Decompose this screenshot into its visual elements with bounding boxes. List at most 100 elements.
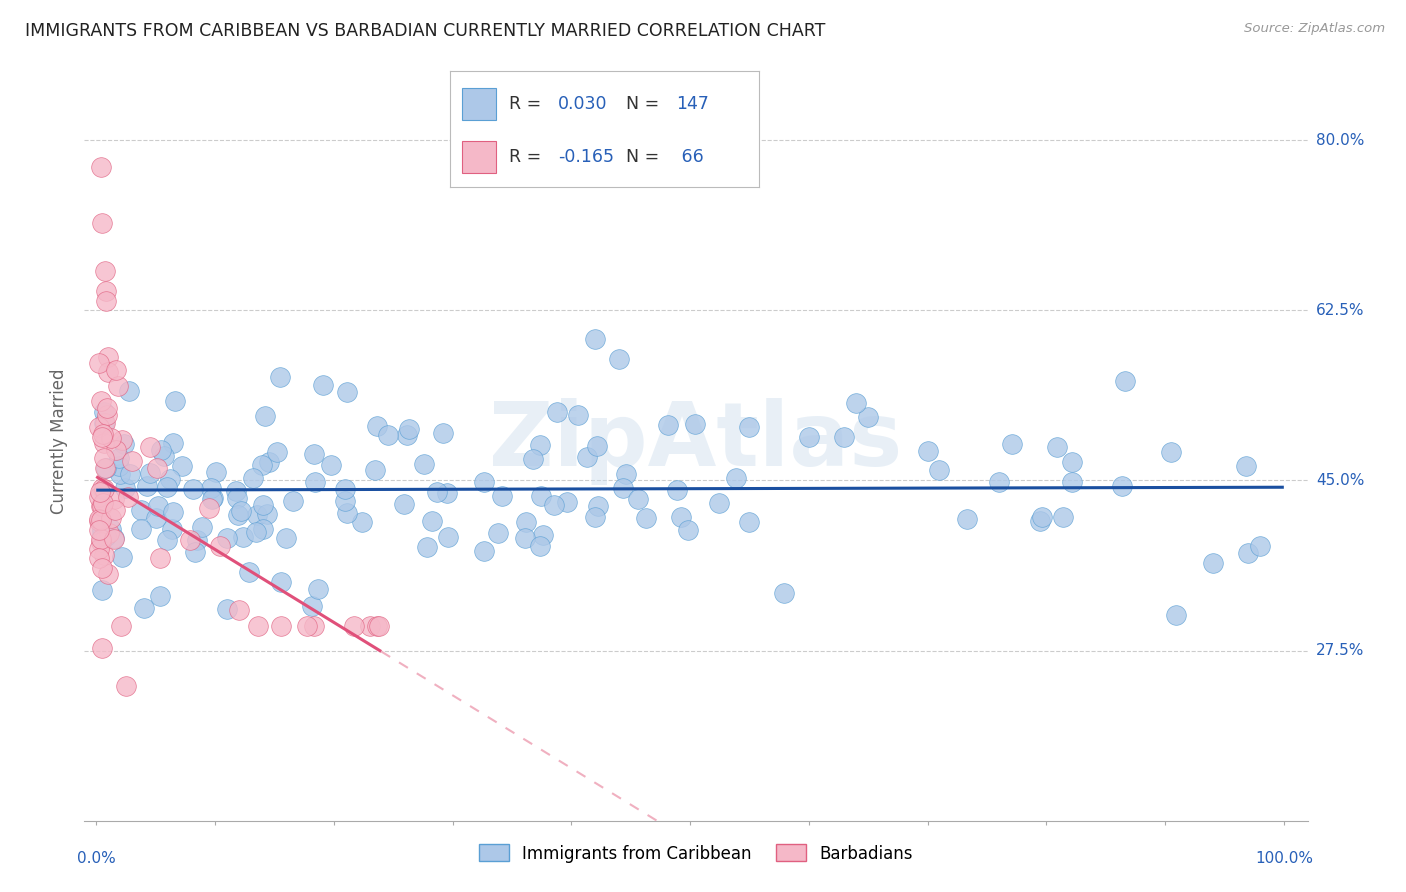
Point <box>845 395 868 409</box>
Text: 80.0%: 80.0% <box>1316 133 1364 148</box>
Point <box>366 619 388 633</box>
Point <box>1236 458 1258 473</box>
Point <box>110 619 132 633</box>
Point <box>246 508 269 523</box>
Text: 66: 66 <box>676 148 703 166</box>
Point <box>201 492 224 507</box>
Point <box>94 293 117 308</box>
Point <box>93 548 115 562</box>
Point <box>1201 556 1223 570</box>
Point <box>87 419 110 434</box>
Point <box>676 523 699 537</box>
Point <box>1114 374 1136 388</box>
Point <box>250 458 273 472</box>
Point <box>94 529 117 543</box>
Point <box>96 408 118 422</box>
Point <box>159 471 181 485</box>
Point <box>773 585 796 599</box>
Point <box>232 530 254 544</box>
Point <box>103 531 125 545</box>
Text: 0.030: 0.030 <box>558 95 607 112</box>
Point <box>1062 475 1084 490</box>
Point <box>200 481 222 495</box>
Text: Source: ZipAtlas.com: Source: ZipAtlas.com <box>1244 22 1385 36</box>
Point <box>738 420 761 434</box>
Point <box>295 619 318 633</box>
Point <box>472 475 495 490</box>
Point <box>135 479 157 493</box>
Point <box>149 590 172 604</box>
Point <box>90 430 112 444</box>
Point <box>335 494 357 508</box>
Point <box>269 370 291 384</box>
Point <box>319 458 342 472</box>
Text: R =: R = <box>509 148 547 166</box>
Point <box>1031 509 1053 524</box>
Point <box>91 427 114 442</box>
Point <box>1029 514 1052 528</box>
Point <box>121 454 143 468</box>
Point <box>266 445 288 459</box>
Point <box>160 523 183 537</box>
Point <box>153 449 176 463</box>
Point <box>586 439 609 453</box>
Point <box>583 333 606 347</box>
Point <box>183 483 205 497</box>
Point <box>87 523 110 537</box>
Point <box>226 491 249 505</box>
Point <box>242 471 264 485</box>
Text: 27.5%: 27.5% <box>1316 643 1364 658</box>
Point <box>531 528 554 542</box>
Point <box>146 461 169 475</box>
Point <box>1237 546 1260 560</box>
Point <box>96 567 118 582</box>
Point <box>162 505 184 519</box>
Point <box>91 561 114 575</box>
Point <box>956 512 979 526</box>
Point <box>87 512 110 526</box>
Point <box>395 428 418 442</box>
Point <box>301 599 323 614</box>
Point <box>97 526 120 541</box>
Point <box>94 284 117 298</box>
Text: 147: 147 <box>676 95 709 112</box>
Point <box>129 522 152 536</box>
Point <box>90 161 112 175</box>
Point <box>709 496 731 510</box>
Point <box>108 451 131 466</box>
Point <box>96 401 118 415</box>
Point <box>398 421 420 435</box>
Point <box>100 431 122 445</box>
Point <box>254 409 277 423</box>
Point <box>118 467 141 481</box>
Point <box>149 442 172 457</box>
Point <box>170 458 193 473</box>
Point <box>1111 478 1133 492</box>
Point <box>108 458 131 473</box>
Point <box>90 535 112 549</box>
Point <box>491 489 513 503</box>
Point <box>229 504 252 518</box>
Point <box>91 583 114 598</box>
Point <box>247 619 270 633</box>
Point <box>522 451 544 466</box>
Point <box>917 444 939 458</box>
Text: IMMIGRANTS FROM CARIBBEAN VS BARBADIAN CURRENTLY MARRIED CORRELATION CHART: IMMIGRANTS FROM CARIBBEAN VS BARBADIAN C… <box>25 22 825 40</box>
Text: R =: R = <box>509 95 547 112</box>
Point <box>87 515 110 529</box>
Point <box>543 498 565 512</box>
Point <box>93 482 115 496</box>
Point <box>252 522 274 536</box>
Point <box>627 491 650 506</box>
Point <box>104 503 127 517</box>
Point <box>343 619 366 633</box>
Point <box>198 501 221 516</box>
Point <box>139 466 162 480</box>
Point <box>657 418 679 433</box>
Point <box>117 491 139 505</box>
Legend: Immigrants from Caribbean, Barbadians: Immigrants from Caribbean, Barbadians <box>472 838 920 869</box>
Y-axis label: Currently Married: Currently Married <box>51 368 69 515</box>
Point <box>93 416 115 430</box>
Bar <box>463 141 496 173</box>
Point <box>132 601 155 615</box>
